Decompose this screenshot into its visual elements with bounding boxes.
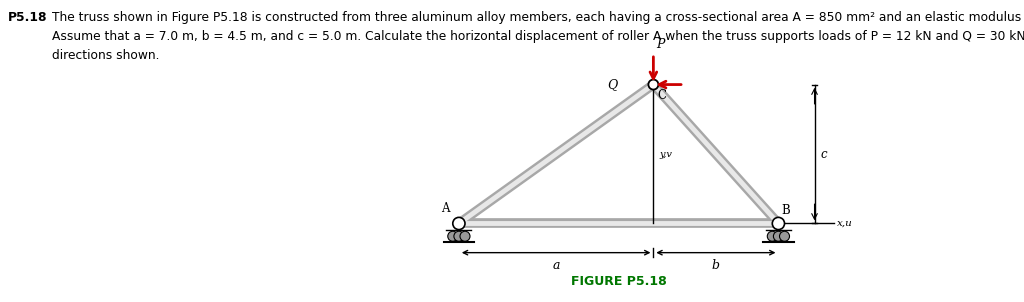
Text: y,v: y,v: [658, 149, 672, 159]
Text: A: A: [440, 202, 450, 215]
Text: Q: Q: [607, 78, 617, 91]
Text: P5.18: P5.18: [8, 11, 47, 24]
Text: directions shown.: directions shown.: [52, 49, 160, 62]
Text: FIGURE P5.18: FIGURE P5.18: [570, 275, 667, 288]
Circle shape: [453, 217, 465, 230]
Circle shape: [767, 231, 777, 241]
Circle shape: [454, 231, 464, 241]
Text: x,u: x,u: [837, 219, 853, 228]
Circle shape: [648, 79, 658, 90]
Text: The truss shown in Figure P5.18 is constructed from three aluminum alloy members: The truss shown in Figure P5.18 is const…: [52, 11, 1024, 24]
Text: b: b: [712, 259, 720, 272]
Text: c: c: [820, 147, 826, 161]
Text: B: B: [781, 204, 790, 217]
Text: C: C: [657, 89, 667, 102]
Circle shape: [460, 231, 470, 241]
Circle shape: [779, 231, 790, 241]
Text: P: P: [656, 38, 665, 51]
Circle shape: [772, 217, 784, 230]
Circle shape: [773, 231, 783, 241]
Text: a: a: [552, 259, 560, 272]
Circle shape: [447, 231, 458, 241]
Text: Assume that a = 7.0 m, b = 4.5 m, and c = 5.0 m. Calculate the horizontal displa: Assume that a = 7.0 m, b = 4.5 m, and c …: [52, 30, 1024, 43]
